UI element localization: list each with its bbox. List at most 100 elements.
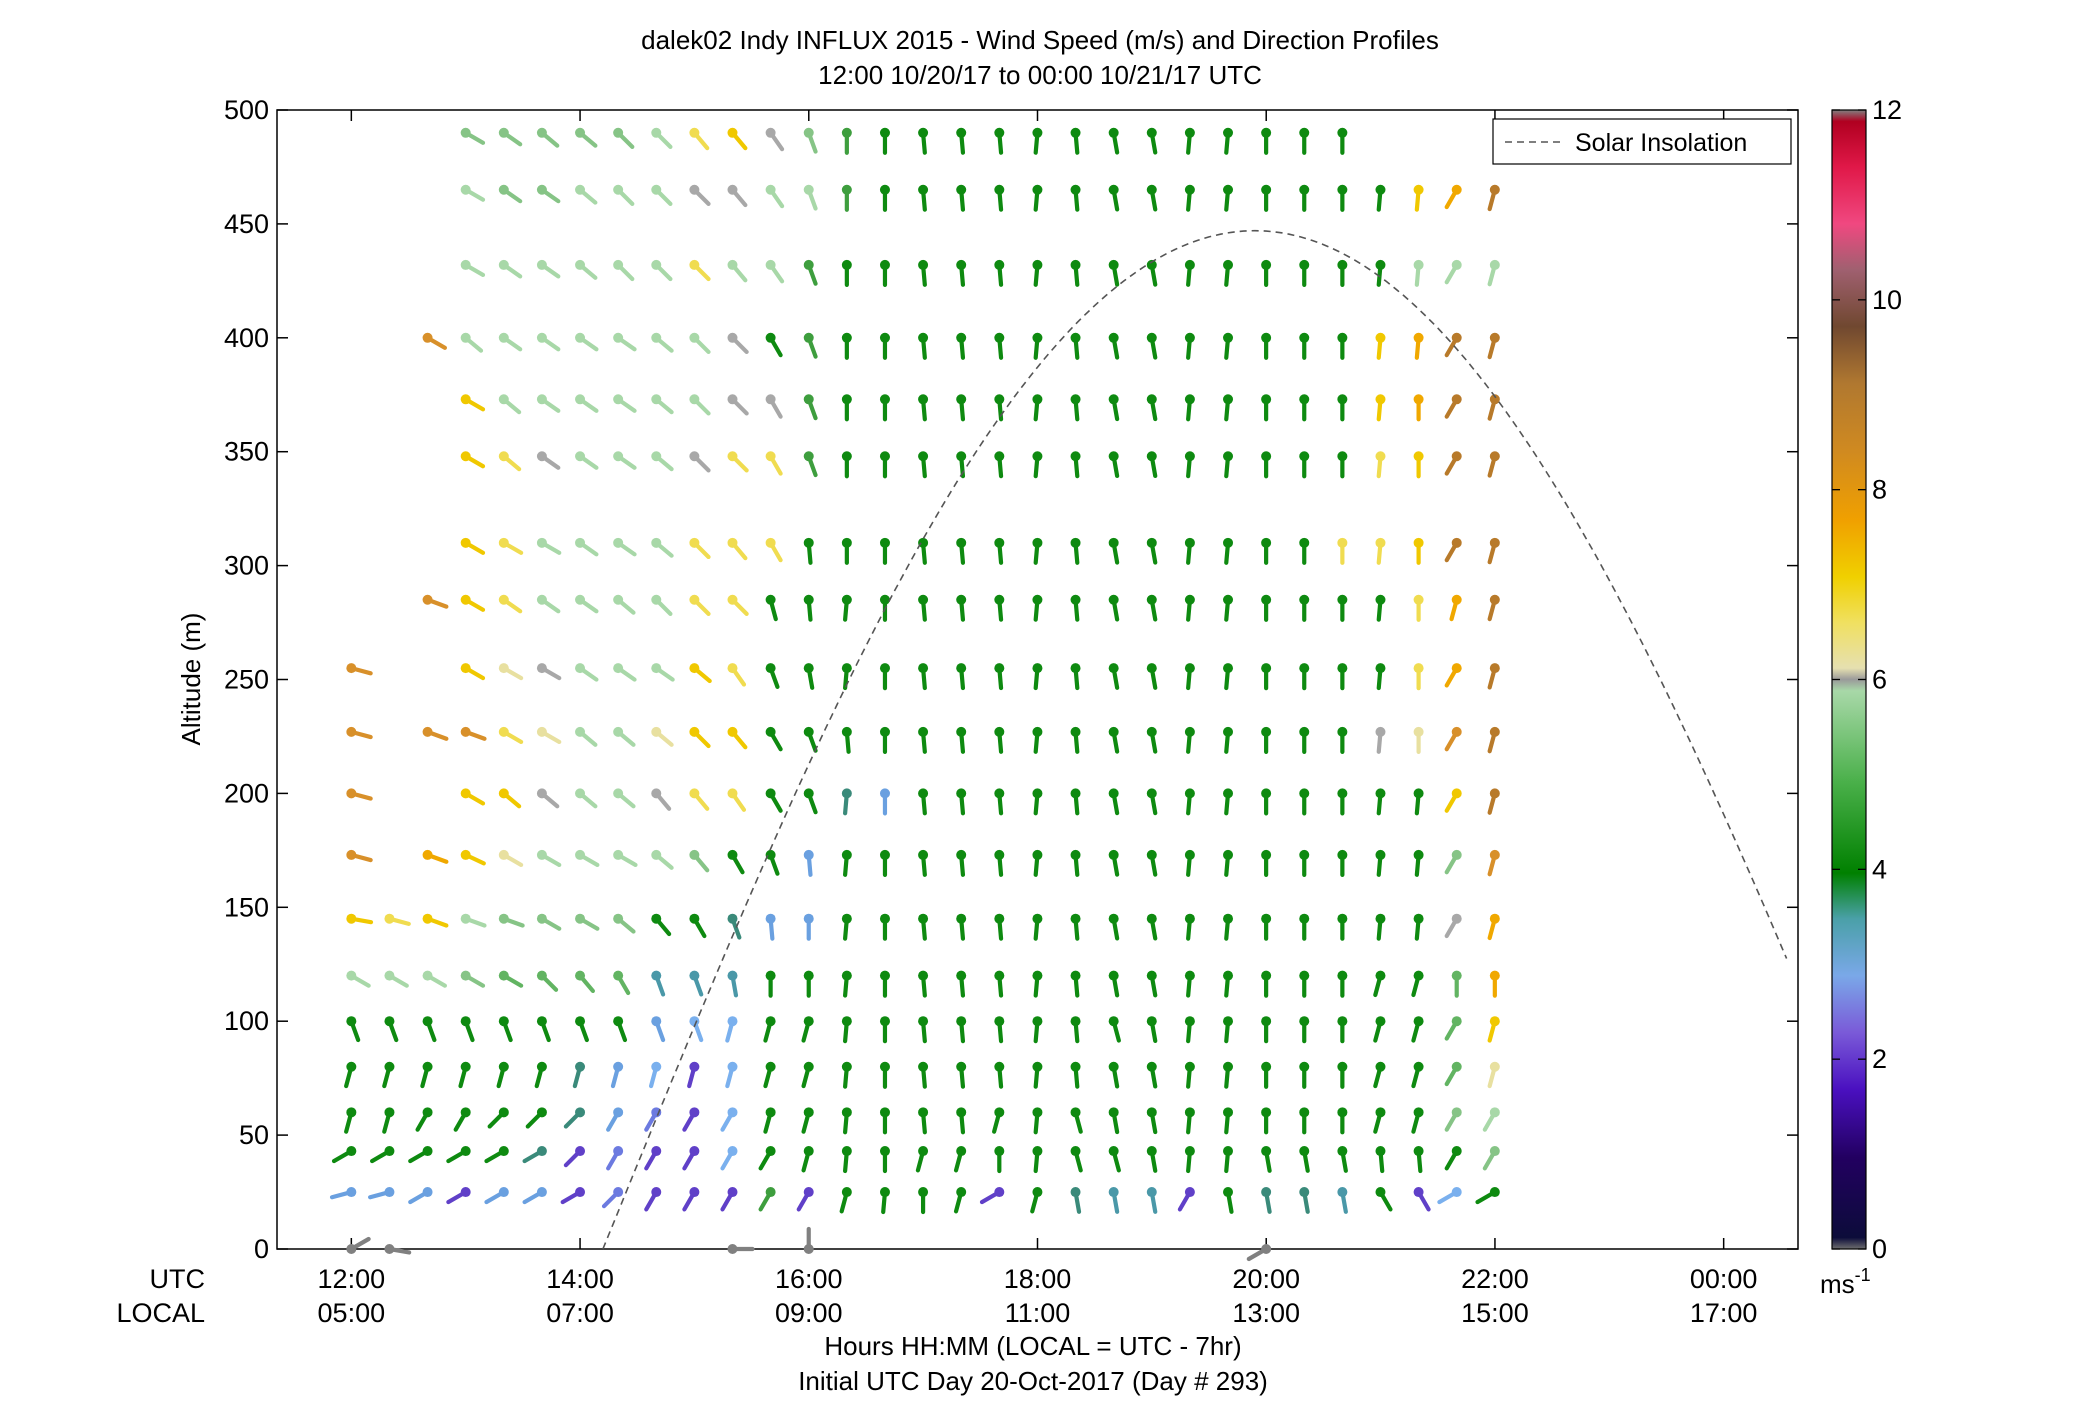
wind-barb-head [765,1016,776,1027]
wind-barb-head [841,127,852,138]
wind-barb-head [1032,332,1043,343]
wind-barb-head [498,259,509,270]
wind-barb-head [613,451,624,462]
wind-barb-head [1108,394,1119,405]
wind-barb-head [1108,913,1119,924]
wind-barb [613,259,635,282]
wind-barb [522,1187,547,1205]
wind-barb-head [1146,913,1157,924]
wind-barb-head [384,1107,395,1118]
wind-barb-head [1070,788,1081,799]
wind-barb [606,1146,624,1171]
wind-barb [651,726,674,747]
wind-barb [841,1016,852,1044]
wind-barb-head [803,127,814,138]
wind-barb [460,970,486,988]
wind-barb [1108,1107,1120,1135]
wind-barb-head [918,1107,929,1118]
wind-barb-head [1223,1107,1234,1118]
wind-barb-head [879,394,890,405]
wind-barb [1184,970,1195,998]
wind-barb [1261,726,1272,754]
wind-barb [422,726,449,741]
wind-barb-head [498,726,509,737]
wind-barb [956,970,967,998]
wind-barb [1375,1146,1386,1174]
wind-barb-head [1375,663,1386,674]
wind-barb [1184,913,1195,941]
wind-barb [1299,127,1310,155]
wind-barb [1299,184,1310,212]
wind-barb [879,1146,890,1174]
x-tick-label-utc: 16:00 [775,1264,843,1294]
wind-barb [460,849,486,866]
wind-barb-head [384,1016,395,1027]
wind-barb [727,332,749,355]
wind-barb-head [689,537,700,548]
wind-barb-head [803,913,814,924]
wind-barb [1337,537,1348,565]
wind-barb-head [613,970,624,981]
wind-barb-head [879,1061,890,1072]
wind-barb [994,537,1005,565]
wind-barb [575,849,600,868]
wind-barb-head [879,332,890,343]
wind-barb-head [575,394,586,405]
wind-barb [1184,259,1195,287]
wind-barb-head [498,970,509,981]
wind-barb [536,259,561,279]
wind-barb [689,332,711,355]
wind-barb-head [1146,332,1157,343]
wind-barb-head [1451,1187,1462,1198]
wind-barb-head [1489,970,1500,981]
wind-barb [1482,1146,1500,1171]
wind-barb-head [1337,913,1348,924]
wind-barb [344,1107,357,1134]
wind-barb-head [1146,663,1157,674]
y-tick-label: 100 [224,1006,269,1036]
wind-barb [994,849,1005,877]
wind-barb-head [498,451,509,462]
wind-barb-head [460,1016,471,1027]
wind-barb [956,1107,967,1135]
wind-barb-head [1375,394,1386,405]
wind-barb [651,259,673,282]
wind-barb [1413,537,1424,565]
colorbar-unit-base: ms [1820,1269,1855,1299]
wind-barb [918,1187,929,1215]
wind-barb-head [918,970,929,981]
wind-barb [879,1107,890,1135]
wind-barb [1223,970,1234,998]
wind-barb-head [575,849,586,860]
wind-barb-head [1337,1187,1348,1198]
wind-barb [725,1016,738,1043]
wind-barb [346,788,373,801]
wind-barb-head [956,594,967,605]
wind-barb [536,663,562,681]
wind-barb-head [460,394,471,405]
wind-barb-head [1413,970,1424,981]
wind-barb [1108,1061,1120,1089]
wind-barb-head [879,1107,890,1118]
wind-barb [803,594,814,622]
wind-barb-head [918,663,929,674]
wind-barb-head [384,1187,395,1198]
wind-barb-head [1451,663,1462,674]
wind-barb-head [536,970,547,981]
wind-barb [484,1187,509,1205]
wind-barb-head [1337,1107,1348,1118]
x-tick-label-utc: 12:00 [318,1264,386,1294]
wind-barb [498,663,524,681]
wind-barb-head [689,1146,700,1157]
wind-barb [727,451,749,473]
wind-barb [879,913,890,941]
wind-barb-head [613,1187,624,1198]
wind-barb [994,1061,1005,1089]
wind-barb [879,1187,890,1215]
wind-barb [370,1146,395,1164]
colorbar-tick-label: 8 [1872,475,1887,505]
wind-barb [422,594,449,609]
wind-barb-head [841,663,852,674]
wind-barb [613,913,636,934]
wind-barb [803,913,814,941]
